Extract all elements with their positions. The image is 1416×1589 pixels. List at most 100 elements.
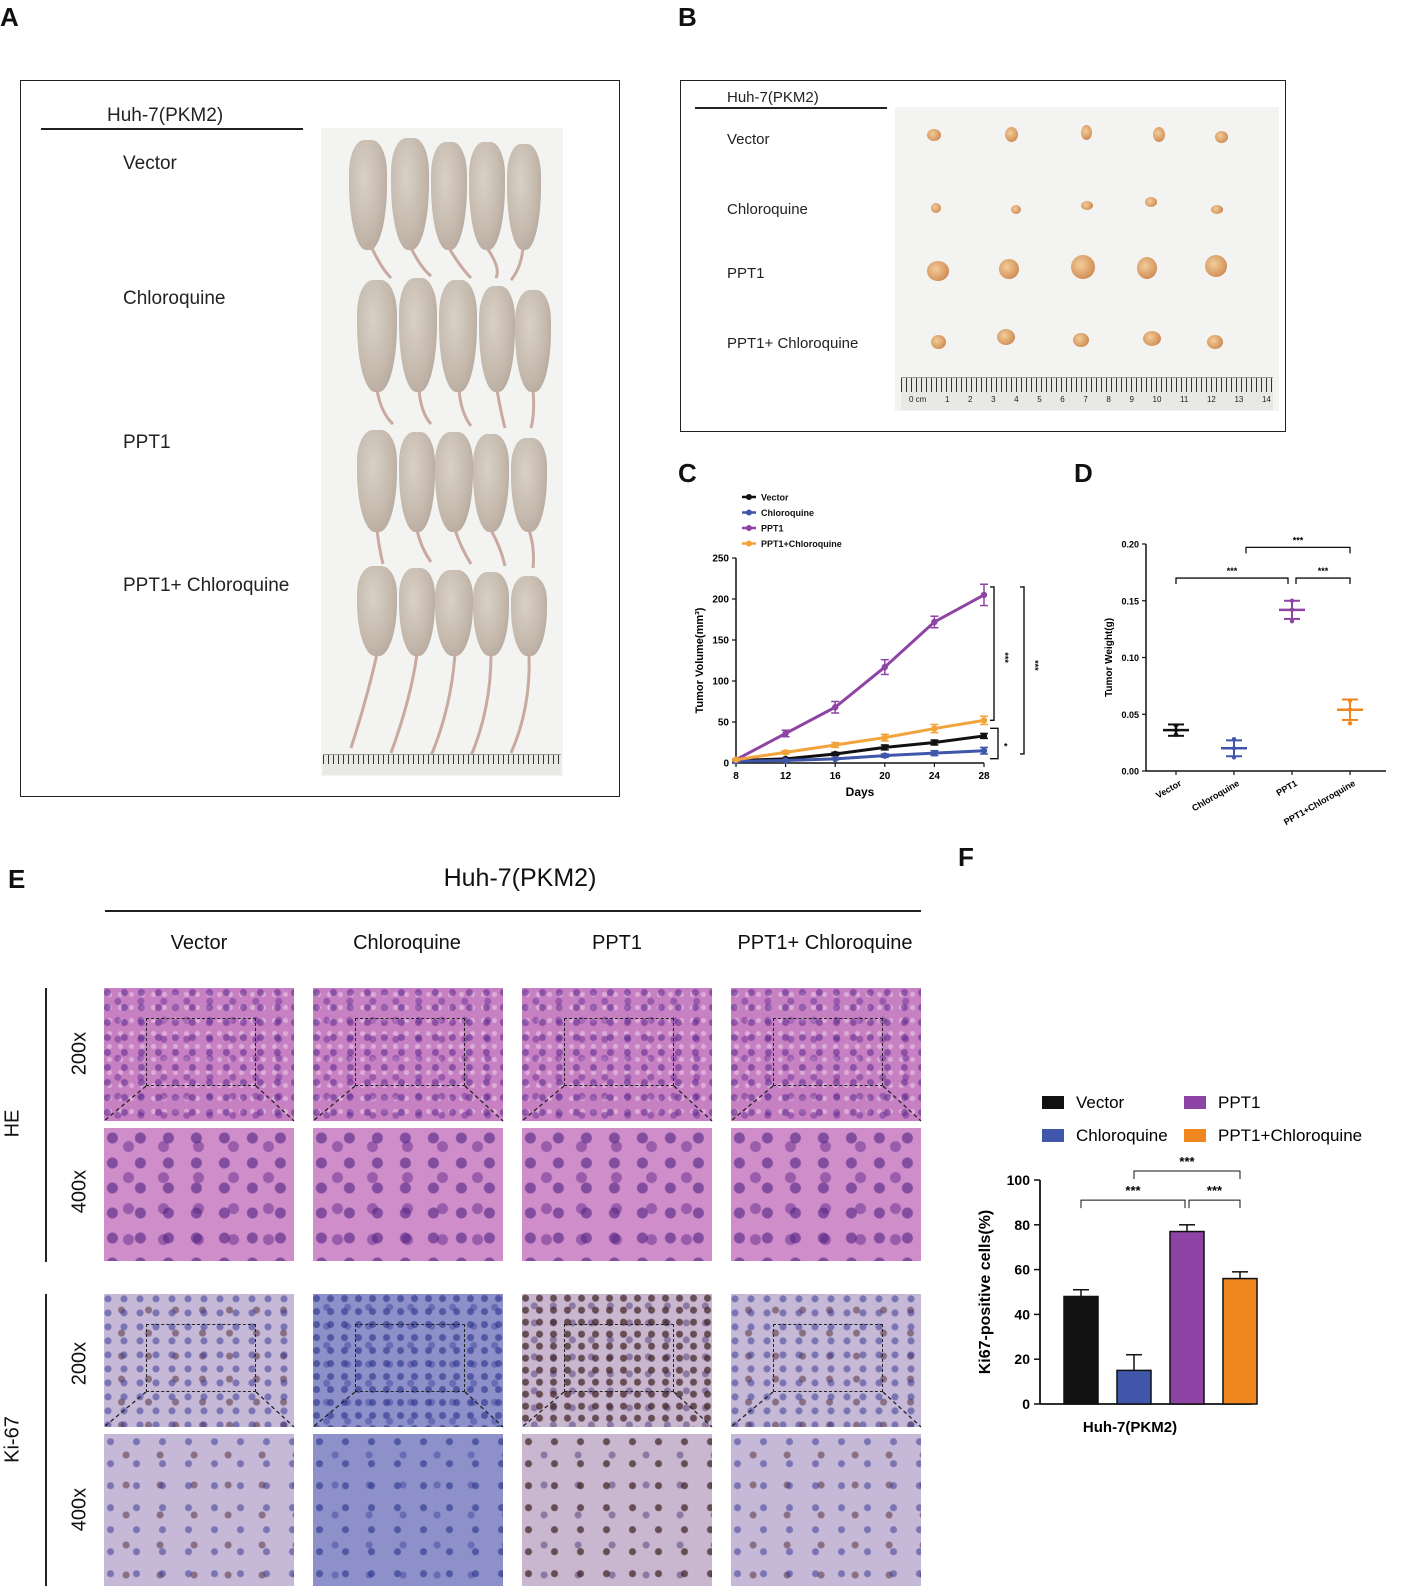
- he-400x-image: [104, 1128, 294, 1261]
- y-tick-label: 0.15: [1121, 596, 1139, 606]
- legend-label: Chloroquine: [761, 508, 814, 518]
- sig-label: ***: [1000, 652, 1010, 663]
- ki67-bracket: [45, 1294, 47, 1586]
- panel-a-header: Huh-7(PKM2): [107, 105, 224, 126]
- panel-b-row-label: Vector: [727, 131, 770, 148]
- x-tick-label: Vector: [1154, 778, 1183, 801]
- x-axis-title: Huh-7(PKM2): [1083, 1419, 1177, 1436]
- y-axis-title: Tumor Weight(g): [1104, 618, 1115, 697]
- he-200x-image: [522, 988, 712, 1121]
- ki67-400x-image: [104, 1434, 294, 1586]
- panel-a-header-rule: [41, 128, 303, 130]
- y-tick-label: 40: [1014, 1306, 1030, 1322]
- data-point: [980, 747, 988, 754]
- y-tick-label: 250: [712, 554, 729, 565]
- data-point: [1289, 598, 1295, 603]
- zoom-guide-line: [103, 1085, 147, 1122]
- panel-a-row-label: PPT1+ Chloroquine: [123, 575, 290, 596]
- legend-label: Chloroquine: [1076, 1126, 1168, 1145]
- panel-b-row-label: Chloroquine: [727, 201, 808, 218]
- tumor-photo: 0 cm 1 2 3 4 5 6 7 8 9 10 11 12 13 14: [895, 107, 1279, 411]
- he-200x-image: [313, 988, 503, 1121]
- tumor-weight-chart: 0.00 0.05 0.10 0.15 0.20 Tumor Weight(g) Vecto…: [1104, 535, 1386, 827]
- sig-bracket: [1188, 1199, 1241, 1209]
- bar: [1169, 1230, 1205, 1405]
- panel-a-mice-photo-box: Huh-7(PKM2) Vector Chloroquine PPT1 PPT1…: [20, 80, 620, 797]
- sig-label: ***: [1318, 566, 1329, 576]
- zoom-guide-line: [730, 1085, 774, 1122]
- panel-label-e: E: [8, 864, 26, 894]
- zoom-guide-line: [673, 1085, 713, 1122]
- panel-e-col-label: PPT1+ Chloroquine: [737, 932, 913, 954]
- he-400x-image: [522, 1128, 712, 1261]
- legend-marker: [746, 509, 752, 516]
- legend-marker: [746, 540, 752, 547]
- ki67-400x-image: [522, 1434, 712, 1586]
- data-point: [931, 618, 938, 626]
- panel-b-header: Huh-7(PKM2): [727, 89, 819, 106]
- zoom-guide-line: [730, 1391, 774, 1428]
- data-point: [881, 744, 888, 751]
- x-tick-label: 16: [830, 771, 842, 782]
- bar: [1222, 1277, 1258, 1405]
- panel-label-a: A: [0, 2, 19, 32]
- legend-label: PPT1+Chloroquine: [761, 539, 842, 549]
- y-tick-label: 50: [718, 718, 730, 729]
- y-tick-label: 0: [1022, 1396, 1030, 1412]
- bar: [1063, 1295, 1099, 1405]
- legend-swatch: [1184, 1129, 1206, 1142]
- sig-label: ***: [1179, 1154, 1195, 1169]
- data-point: [881, 734, 888, 741]
- data-point: [980, 732, 988, 740]
- zoom-guide-line: [673, 1391, 713, 1428]
- data-point: [1173, 727, 1179, 733]
- series-line: [735, 749, 985, 763]
- series-line: [735, 734, 985, 763]
- x-tick-label: 8: [733, 771, 739, 782]
- sig-label: ***: [1030, 660, 1040, 671]
- legend-label: PPT1+Chloroquine: [1218, 1126, 1362, 1145]
- zoom-guide-line: [103, 1391, 147, 1428]
- panel-a-row-label: Vector: [123, 153, 177, 174]
- data-point: [832, 741, 839, 749]
- panel-a-row-label: PPT1: [123, 432, 171, 453]
- data-point: [1231, 755, 1237, 760]
- zoom-guide-line: [882, 1391, 922, 1428]
- sig-label: *: [1004, 742, 1008, 752]
- y-tick-label: 200: [712, 595, 729, 606]
- data-point: [931, 749, 938, 757]
- ki67-bar-chart: Vector PPT1 Chloroquine PPT1+Chloroquine 0 20…: [977, 1093, 1362, 1436]
- data-point: [732, 756, 740, 763]
- data-point: [1231, 737, 1237, 742]
- sig-label: ***: [1227, 566, 1238, 576]
- legend-label: PPT1: [1218, 1093, 1261, 1112]
- sig-label: ***: [1207, 1183, 1223, 1198]
- y-axis-title: Ki67-positive cells(%): [977, 1210, 994, 1375]
- x-tick-label: 28: [978, 771, 990, 782]
- ki67-200x-image: [522, 1294, 712, 1427]
- he-400x-image: [313, 1128, 503, 1261]
- x-tick-label: PPT1: [1275, 778, 1299, 798]
- panel-e-col-label: Vector: [170, 932, 228, 954]
- ruler-numbers: 0 cm 1 2 3 4 5 6 7 8 9 10 11 12 13 14: [909, 395, 1271, 404]
- sig-bracket: [1295, 577, 1351, 585]
- panel-b-tumor-photo-box: Huh-7(PKM2) Vector Chloroquine PPT1 PPT1…: [680, 80, 1286, 432]
- y-tick-label: 150: [712, 636, 729, 647]
- data-point: [1231, 746, 1237, 751]
- panel-b-row-label: PPT1: [727, 265, 765, 282]
- x-axis-title: Days: [846, 785, 875, 799]
- data-point: [931, 725, 938, 732]
- ruler: [901, 377, 1273, 410]
- x-tick-label: Chloroquine: [1190, 778, 1241, 813]
- y-tick-label: 100: [1007, 1172, 1031, 1188]
- panel-e-col-label: PPT1: [591, 932, 643, 954]
- x-tick-label: 12: [780, 771, 792, 782]
- series-line: [735, 593, 985, 762]
- sig-bracket: [1245, 546, 1351, 554]
- legend-marker: [746, 525, 752, 531]
- data-point: [881, 663, 888, 671]
- sig-bracket: [990, 586, 995, 722]
- panel-label-c: C: [678, 458, 697, 488]
- legend-swatch: [1184, 1096, 1206, 1109]
- data-point: [1347, 721, 1353, 726]
